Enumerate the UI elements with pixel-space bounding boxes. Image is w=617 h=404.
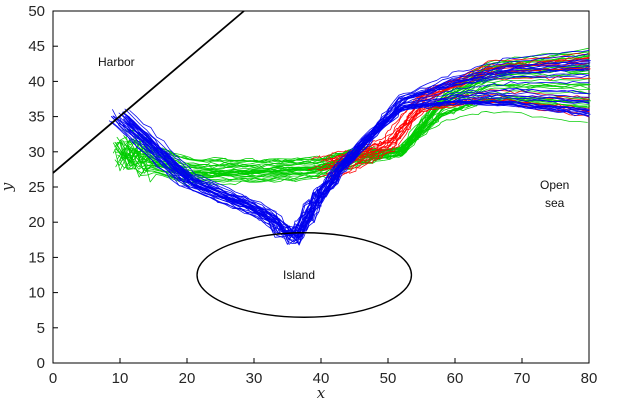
y-tick-label: 50 — [28, 3, 45, 20]
trajectory-line — [129, 74, 589, 235]
y-tick-label: 35 — [28, 109, 45, 126]
plot-area: Harbor Open sea Island — [52, 10, 592, 364]
y-axis-title: y — [0, 182, 16, 192]
x-tick-label: 60 — [447, 370, 464, 387]
trajectory-line — [122, 100, 591, 236]
y-tick-label: 10 — [28, 285, 45, 302]
y-tick-label: 20 — [28, 214, 45, 231]
y-tick-label: 5 — [37, 320, 45, 337]
trajectory-line — [118, 62, 591, 237]
x-tick-label: 0 — [49, 370, 57, 387]
trajectory-line — [112, 49, 590, 236]
trajectory-line — [124, 59, 590, 237]
y-tick-label: 25 — [28, 179, 45, 196]
open-sea-label-line1: Open — [540, 178, 569, 192]
trajectory-line — [331, 62, 590, 171]
x-tick-label: 30 — [246, 370, 263, 387]
x-tick-label: 20 — [179, 370, 196, 387]
trajectory-line — [120, 64, 590, 178]
island-label: Island — [283, 268, 315, 282]
axes-layer: 0 10 20 30 40 50 60 70 80 0 5 10 15 20 25 30 35 40 45 50 x… — [0, 3, 597, 402]
y-tick-label: 0 — [37, 355, 45, 372]
trajectory-line — [127, 96, 589, 243]
y-tick-label: 40 — [28, 73, 45, 90]
trajectory-line — [122, 73, 589, 234]
harbor-boundary-line — [52, 10, 245, 174]
series-layer — [108, 47, 592, 246]
x-tick-label: 10 — [112, 370, 129, 387]
x-tick-label: 40 — [313, 370, 330, 387]
y-tick-label: 45 — [28, 38, 45, 55]
y-tick-label: 30 — [28, 144, 45, 161]
x-tick-label: 70 — [514, 370, 531, 387]
island-ellipse — [196, 232, 413, 318]
open-sea-label-line2: sea — [545, 196, 565, 210]
x-tick-label: 80 — [581, 370, 598, 387]
trajectory-line — [110, 67, 590, 236]
x-tick-label: 50 — [380, 370, 397, 387]
x-ticks: 0 10 20 30 40 50 60 70 80 — [49, 358, 598, 387]
trajectory-line — [310, 75, 591, 160]
x-axis-title: x — [317, 384, 326, 402]
y-ticks: 0 5 10 15 20 25 30 35 40 45 50 — [28, 3, 58, 372]
y-tick-label: 15 — [28, 249, 45, 266]
harbor-label: Harbor — [98, 55, 135, 69]
